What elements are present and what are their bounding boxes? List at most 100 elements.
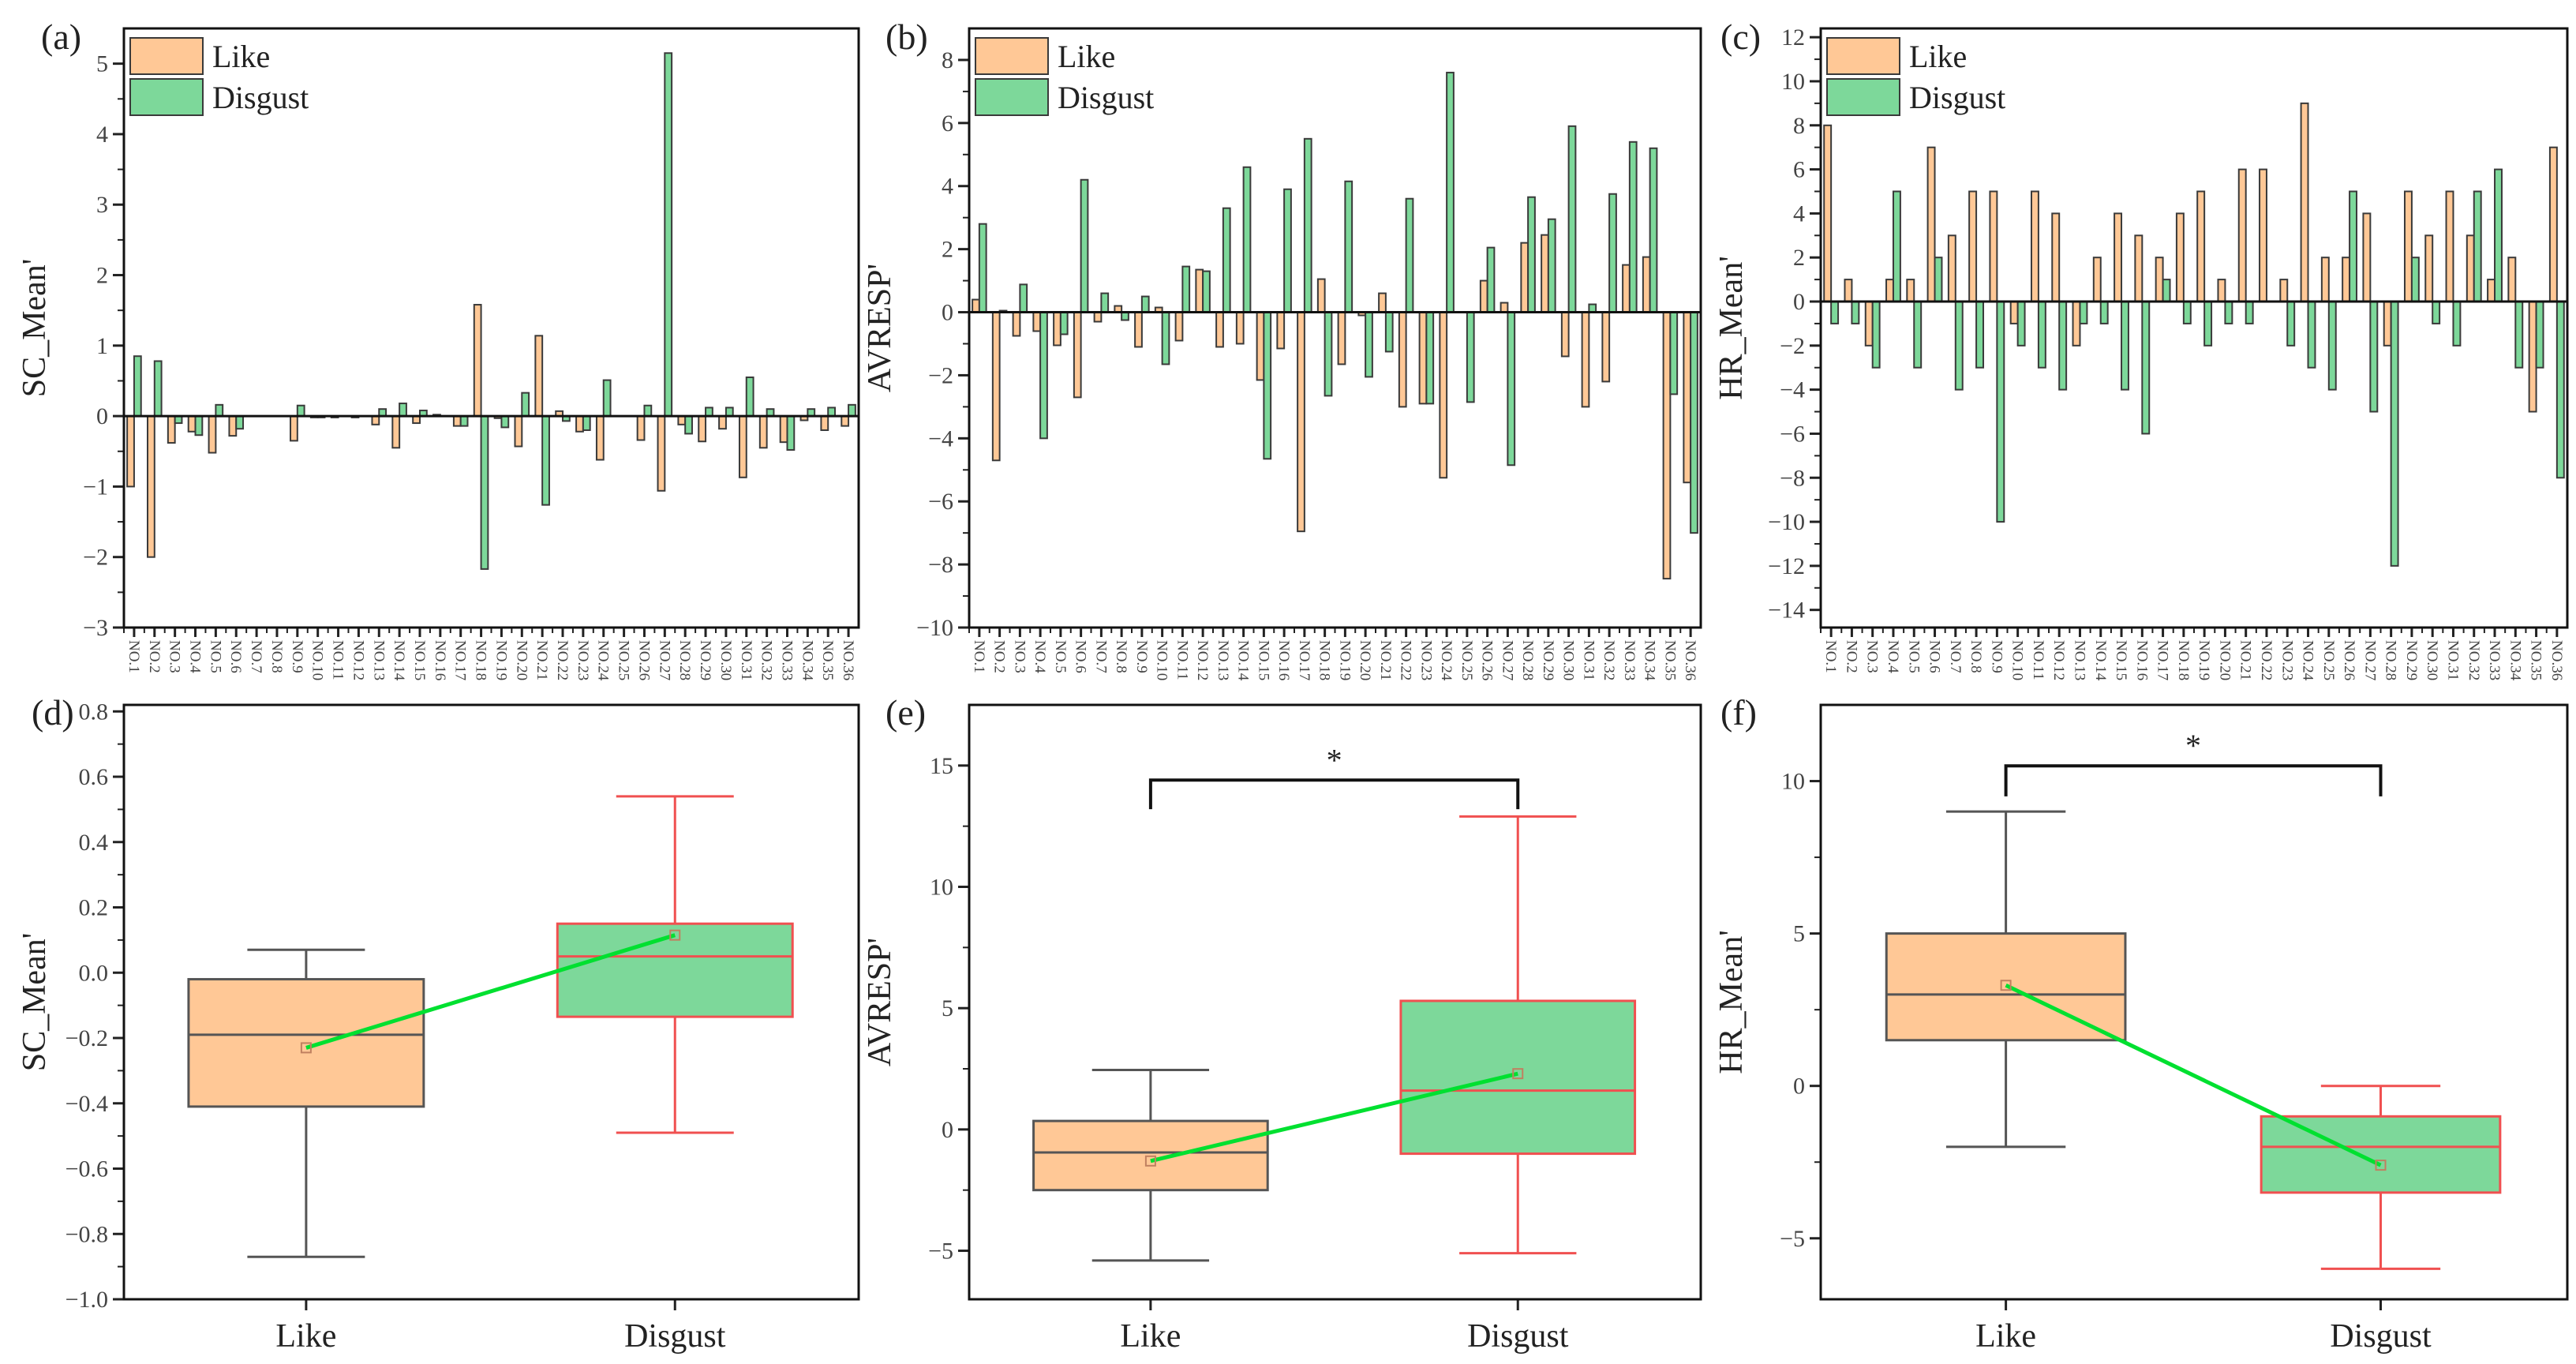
bar-like <box>1947 234 1956 303</box>
x-tick-label: NO.6 <box>1073 640 1089 673</box>
bar-like <box>820 415 829 431</box>
bar-disgust <box>1913 301 1923 369</box>
y-tick-label: 1 <box>96 333 108 359</box>
bar-like <box>146 415 155 558</box>
category-label: Like <box>1120 1318 1181 1355</box>
x-tick-label: NO.29 <box>1540 640 1556 680</box>
y-tick-label: 10 <box>1781 69 1805 95</box>
x-tick-label: NO.13 <box>1215 640 1231 680</box>
legend-swatch-disgust <box>1826 78 1900 116</box>
y-tick-label: −8 <box>928 552 953 578</box>
y-axis-title: HR_Mean' <box>1713 256 1750 400</box>
mean-marker <box>2375 1160 2387 1171</box>
significance-star: * <box>1327 742 1342 778</box>
x-tick-label: NO.33 <box>1621 640 1638 680</box>
x-tick-label: NO.12 <box>1194 640 1211 680</box>
bar-like <box>1012 311 1021 337</box>
x-tick-label: NO.13 <box>2071 640 2087 680</box>
y-tick-label: −4 <box>1780 377 1805 403</box>
bar-disgust <box>1384 311 1394 353</box>
bar-like <box>1926 146 1936 303</box>
bar-like <box>2487 279 2496 303</box>
y-tick-label: −3 <box>83 615 108 641</box>
panel-label: (a) <box>41 17 81 57</box>
bar-like <box>1622 264 1631 313</box>
y-tick-label: 8 <box>1793 113 1805 139</box>
x-tick-label: NO.10 <box>309 640 326 680</box>
y-tick-label: 2 <box>1793 245 1805 271</box>
y-tick-label: 0 <box>942 1117 953 1143</box>
bar-disgust <box>1140 295 1150 313</box>
bar-like <box>2072 301 2081 347</box>
mean-marker <box>669 929 681 941</box>
x-tick-label: NO.16 <box>2133 640 2150 680</box>
bar-disgust <box>978 223 987 313</box>
y-tick-label: −0.2 <box>66 1025 108 1051</box>
bar-disgust <box>1547 218 1556 313</box>
legend-label-disgust: Disgust <box>1909 80 2005 115</box>
y-tick-label: 3 <box>96 192 108 218</box>
significance-bracket <box>1148 778 1520 810</box>
box-disgust <box>556 922 794 1018</box>
x-tick-label: NO.20 <box>1357 640 1373 680</box>
bar-disgust <box>1996 301 2005 523</box>
x-tick-label: NO.33 <box>2486 640 2503 680</box>
y-tick-label: −6 <box>1780 421 1805 447</box>
bar-disgust <box>1975 301 1985 369</box>
y-axis-title: AVRESP' <box>862 938 898 1066</box>
bar-disgust <box>296 404 305 418</box>
bar-disgust <box>1507 311 1516 467</box>
bar-disgust <box>2121 301 2129 391</box>
mean-marker <box>1512 1068 1524 1080</box>
y-tick-label: −0.6 <box>66 1156 108 1182</box>
y-tick-label: −0.4 <box>66 1091 108 1117</box>
bar-like <box>1683 311 1692 484</box>
bar-like <box>1093 311 1103 323</box>
bar-disgust <box>602 379 612 418</box>
bar-disgust <box>745 377 754 418</box>
bar-like <box>657 415 666 492</box>
bar-disgust <box>2203 301 2213 347</box>
bar-disgust <box>2327 301 2337 391</box>
x-tick-label: NO.36 <box>840 640 856 680</box>
y-tick-label: 5 <box>1793 921 1805 947</box>
bar-disgust <box>1263 311 1272 460</box>
bar-disgust <box>235 415 245 430</box>
bar-disgust <box>2099 301 2109 324</box>
bar-disgust <box>2452 301 2462 347</box>
plot-frame <box>968 27 1702 629</box>
y-tick-label: 0.8 <box>79 699 109 725</box>
bar-disgust <box>1871 301 1881 369</box>
x-tick-label: NO.25 <box>1458 640 1475 680</box>
x-tick-label: NO.4 <box>187 640 204 673</box>
x-tick-label: NO.1 <box>971 640 987 673</box>
x-tick-label: NO.11 <box>1174 640 1190 680</box>
y-tick-label: −10 <box>1768 509 1805 535</box>
bar-disgust <box>2432 301 2441 324</box>
y-tick-label: 8 <box>942 47 953 73</box>
bar-like <box>2217 279 2226 303</box>
x-tick-label: NO.35 <box>1661 640 1678 680</box>
bar-disgust <box>1608 193 1617 313</box>
bar-disgust <box>2224 301 2233 324</box>
y-tick-label: −1 <box>83 474 108 500</box>
mean-marker <box>2000 980 2012 991</box>
plot-frame <box>968 703 1702 1301</box>
x-tick-label: NO.6 <box>227 640 244 673</box>
bar-disgust <box>2349 190 2358 303</box>
mean-connector-line <box>1150 1071 1518 1164</box>
x-tick-label: NO.5 <box>207 640 223 673</box>
x-tick-label: NO.11 <box>2030 640 2046 680</box>
bar-like <box>841 415 850 427</box>
bar-disgust <box>1851 301 1860 324</box>
bar-disgust <box>153 360 163 418</box>
x-tick-label: NO.18 <box>473 640 489 680</box>
bar-like <box>1479 279 1488 313</box>
y-tick-label: 5 <box>942 995 953 1021</box>
bar-like <box>1256 311 1265 381</box>
bar-disgust <box>1039 311 1048 440</box>
x-tick-label: NO.27 <box>1499 640 1515 680</box>
bar-like <box>718 415 727 430</box>
x-tick-label: NO.9 <box>1988 640 2005 673</box>
bar-like <box>1500 302 1509 313</box>
